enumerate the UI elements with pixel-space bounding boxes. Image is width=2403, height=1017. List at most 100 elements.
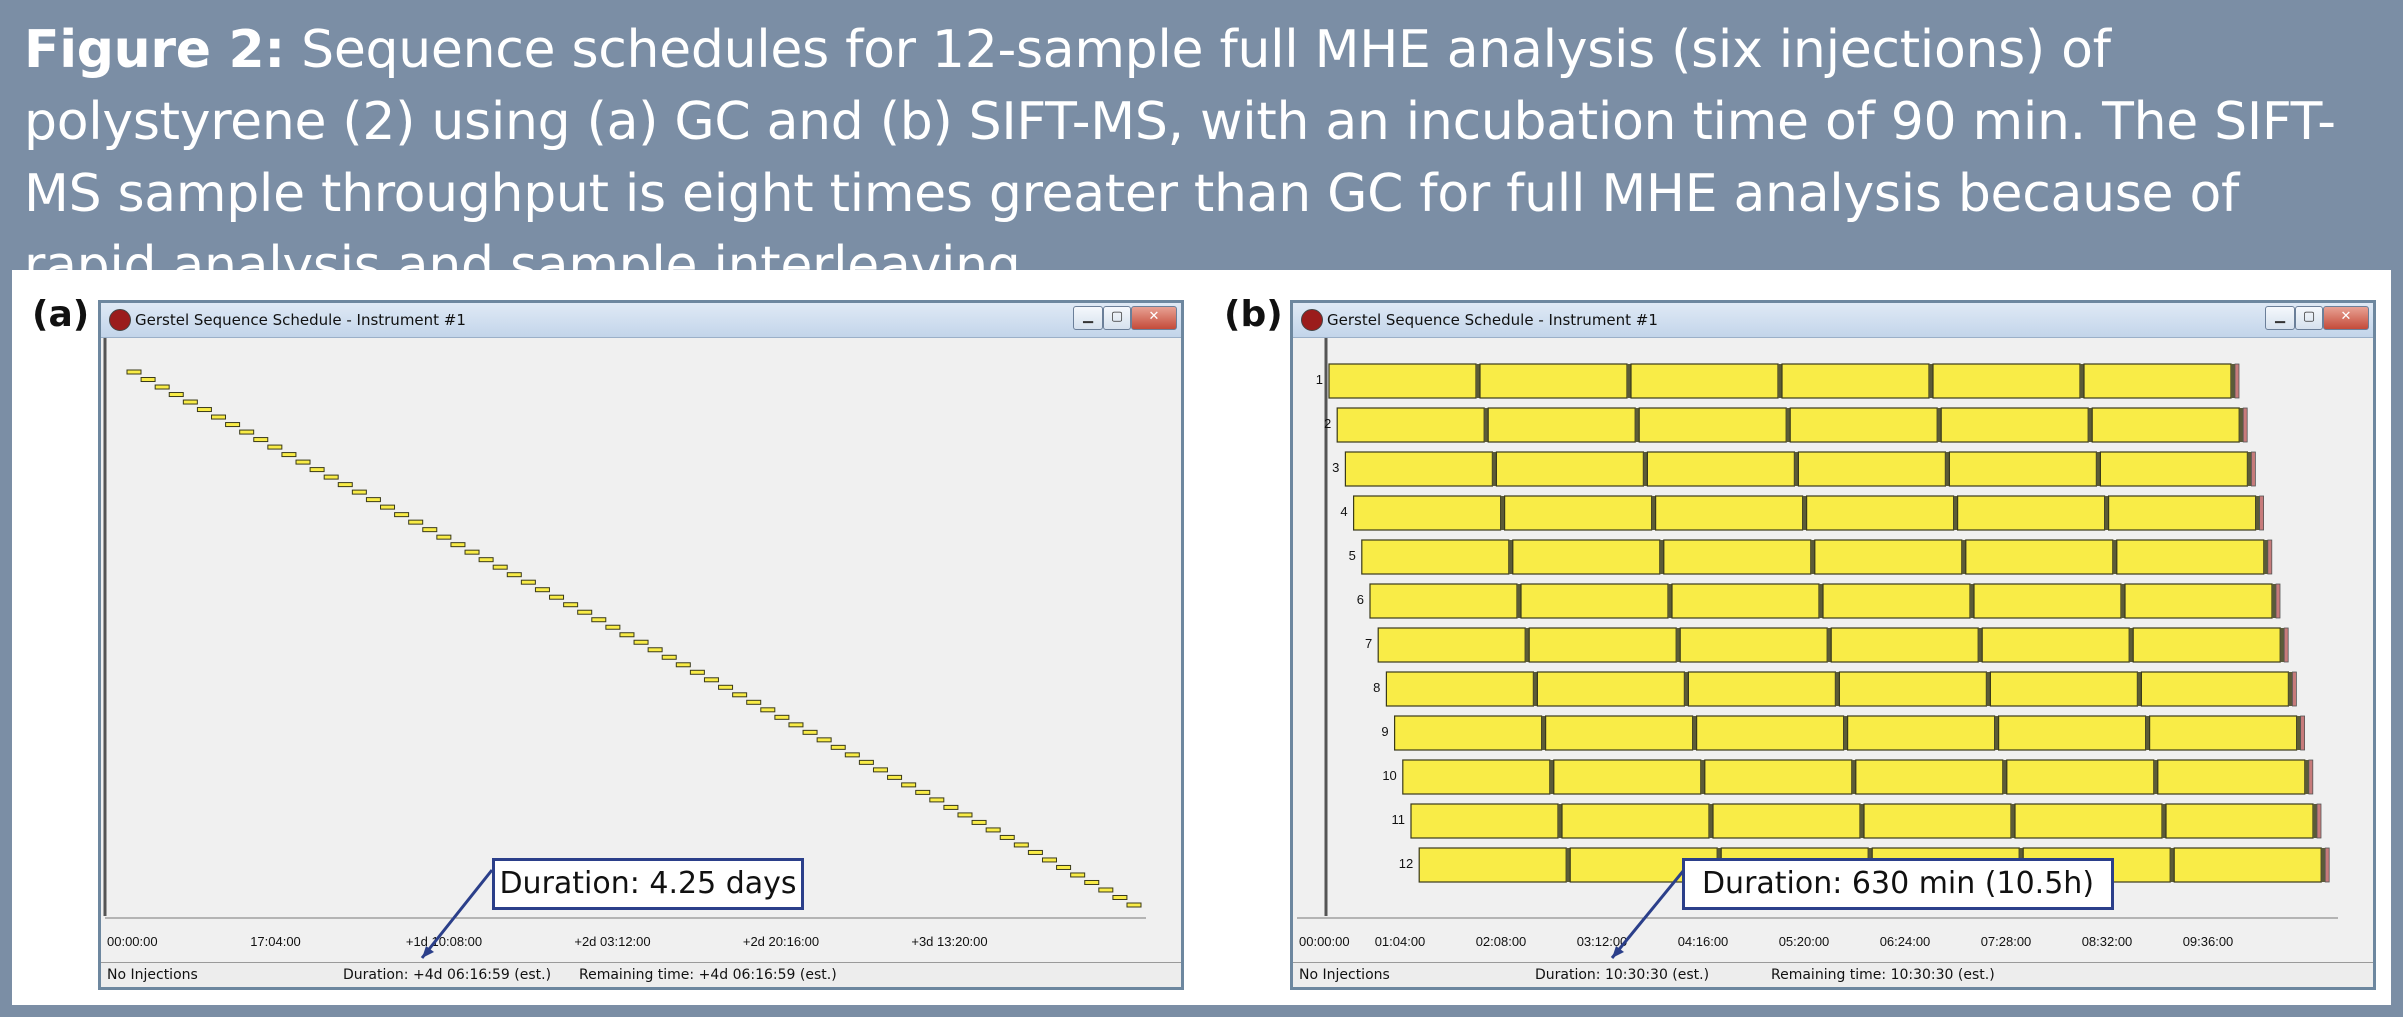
injection-block[interactable] — [1704, 759, 1853, 795]
schedule-plot-b[interactable]: 1 2 3 4 5 6 7 8 9 10 11 12 00:00:00 01:04:00 02:08:00… — [1293, 338, 2373, 965]
injection-block[interactable] — [2091, 407, 2240, 443]
injection-block[interactable] — [408, 519, 424, 525]
injection-block[interactable] — [1545, 715, 1694, 751]
injection-block[interactable] — [154, 384, 170, 390]
injection-block[interactable] — [1863, 803, 2012, 839]
injection-block[interactable] — [1687, 671, 1836, 707]
injection-block[interactable] — [563, 602, 579, 608]
injection-block[interactable] — [253, 437, 269, 443]
injection-block[interactable] — [1536, 671, 1685, 707]
injection-block[interactable] — [1814, 539, 1963, 575]
injection-block[interactable] — [309, 467, 325, 473]
injection-block[interactable] — [1126, 902, 1142, 908]
injection-block[interactable] — [647, 647, 663, 653]
injection-block[interactable] — [2006, 759, 2155, 795]
injection-block[interactable] — [788, 722, 804, 728]
injection-block[interactable] — [1822, 583, 1971, 619]
injection-block[interactable] — [2107, 495, 2257, 531]
injection-block[interactable] — [1385, 671, 1535, 707]
injection-block[interactable] — [633, 639, 649, 645]
injection-block[interactable] — [689, 669, 705, 675]
injection-block[interactable] — [1369, 583, 1518, 619]
injection-block[interactable] — [1027, 849, 1043, 855]
injection-block[interactable] — [1336, 407, 1485, 443]
injection-block[interactable] — [1112, 894, 1128, 900]
injection-block[interactable] — [887, 774, 903, 780]
injection-block[interactable] — [943, 804, 959, 810]
injection-block[interactable] — [295, 459, 311, 465]
injection-block[interactable] — [1671, 583, 1820, 619]
injection-block[interactable] — [182, 399, 198, 405]
injection-block[interactable] — [872, 767, 888, 773]
injection-block[interactable] — [1495, 451, 1644, 487]
title-bar[interactable]: Gerstel Sequence Schedule - Instrument #… — [101, 303, 1181, 338]
injection-block[interactable] — [239, 429, 255, 435]
injection-block[interactable] — [211, 414, 227, 420]
injection-block[interactable] — [802, 729, 818, 735]
injection-block[interactable] — [267, 444, 283, 450]
injection-block[interactable] — [1981, 627, 2130, 663]
injection-block[interactable] — [1528, 627, 1677, 663]
injection-block[interactable] — [1056, 864, 1072, 870]
injection-block[interactable] — [1553, 759, 1702, 795]
injection-block[interactable] — [549, 594, 565, 600]
injection-block[interactable] — [703, 677, 719, 683]
injection-block[interactable] — [1948, 451, 2098, 487]
injection-block[interactable] — [774, 714, 790, 720]
injection-block[interactable] — [1965, 539, 2114, 575]
injection-block[interactable] — [2148, 715, 2298, 751]
injection-block[interactable] — [732, 692, 748, 698]
injection-block[interactable] — [1098, 887, 1114, 893]
injection-block[interactable] — [394, 512, 410, 518]
injection-block[interactable] — [534, 587, 550, 593]
injection-block[interactable] — [492, 564, 508, 570]
injection-block[interactable] — [1393, 715, 1543, 751]
injection-block[interactable] — [351, 489, 367, 495]
minimize-button[interactable]: ▁ — [1073, 306, 1103, 330]
injection-block[interactable] — [591, 617, 607, 623]
injection-block[interactable] — [140, 377, 156, 383]
injection-block[interactable] — [929, 797, 945, 803]
injection-block[interactable] — [2157, 759, 2306, 795]
injection-block[interactable] — [2132, 627, 2281, 663]
injection-block[interactable] — [1377, 627, 1526, 663]
injection-block[interactable] — [1646, 451, 1795, 487]
injection-block[interactable] — [1352, 495, 1502, 531]
injection-block[interactable] — [380, 504, 396, 510]
injection-block[interactable] — [1830, 627, 1979, 663]
injection-block[interactable] — [1504, 495, 1653, 531]
injection-block[interactable] — [126, 369, 142, 375]
injection-block[interactable] — [422, 527, 438, 533]
injection-block[interactable] — [971, 819, 987, 825]
injection-block[interactable] — [1487, 407, 1636, 443]
injection-block[interactable] — [2099, 451, 2249, 487]
minimize-button[interactable]: ▁ — [2265, 306, 2295, 330]
injection-block[interactable] — [520, 579, 536, 585]
injection-block[interactable] — [1838, 671, 1988, 707]
injection-block[interactable] — [1696, 715, 1845, 751]
injection-block[interactable] — [661, 654, 677, 660]
injection-block[interactable] — [196, 407, 212, 413]
injection-block[interactable] — [2173, 847, 2322, 883]
injection-block[interactable] — [1410, 803, 1559, 839]
injection-block[interactable] — [1846, 715, 1996, 751]
injection-block[interactable] — [225, 422, 241, 428]
injection-block[interactable] — [605, 624, 621, 630]
injection-block[interactable] — [957, 812, 973, 818]
injection-block[interactable] — [858, 759, 874, 765]
injection-block[interactable] — [1041, 857, 1057, 863]
injection-block[interactable] — [1520, 583, 1669, 619]
injection-block[interactable] — [1630, 363, 1779, 399]
injection-block[interactable] — [718, 684, 734, 690]
injection-block[interactable] — [844, 752, 860, 758]
injection-block[interactable] — [1805, 495, 1955, 531]
injection-block[interactable] — [337, 482, 353, 488]
injection-block[interactable] — [1932, 363, 2081, 399]
injection-block[interactable] — [999, 834, 1015, 840]
close-button[interactable]: ✕ — [1131, 306, 1177, 330]
injection-block[interactable] — [985, 827, 1001, 833]
injection-block[interactable] — [1638, 407, 1787, 443]
injection-block[interactable] — [1561, 803, 1710, 839]
injection-block[interactable] — [577, 609, 593, 615]
injection-block[interactable] — [1655, 495, 1804, 531]
